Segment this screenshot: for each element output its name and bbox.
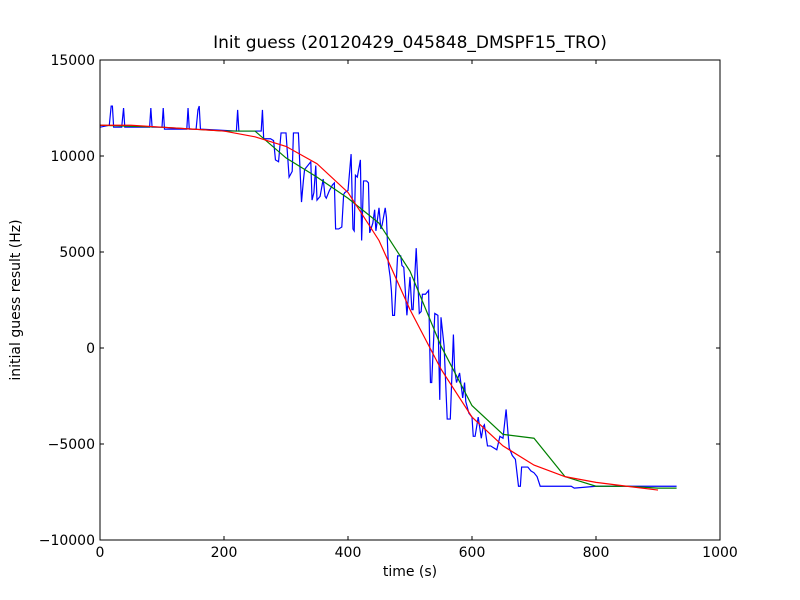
x-tick-label: 0: [96, 545, 105, 561]
y-tick-label: 0: [86, 341, 95, 357]
chart-title: Init guess (20120429_045848_DMSPF15_TRO): [213, 33, 607, 53]
x-tick-label: 400: [335, 545, 362, 561]
y-tick-label: 15000: [50, 53, 95, 69]
y-tick-label: −5000: [48, 437, 95, 453]
x-tick-label: 1000: [702, 545, 738, 561]
y-tick-label: 10000: [50, 149, 95, 165]
series-line-2: [100, 124, 677, 489]
x-tick-label: 800: [583, 545, 610, 561]
y-tick-label: 5000: [59, 245, 95, 261]
y-tick-label: −10000: [39, 533, 95, 549]
x-tick-label: 600: [459, 545, 486, 561]
series-line-3: [100, 124, 659, 491]
x-axis-label: time (s): [383, 564, 437, 580]
plot-area-frame: [99, 59, 721, 541]
x-tick-label: 200: [211, 545, 238, 561]
series-layer: [100, 105, 677, 491]
y-axis-label: initial guess result (Hz): [8, 219, 24, 380]
ticks-layer: 0 200 400 600 800 1000 −10000 −5000 0 5000 10000 15…: [39, 53, 738, 561]
